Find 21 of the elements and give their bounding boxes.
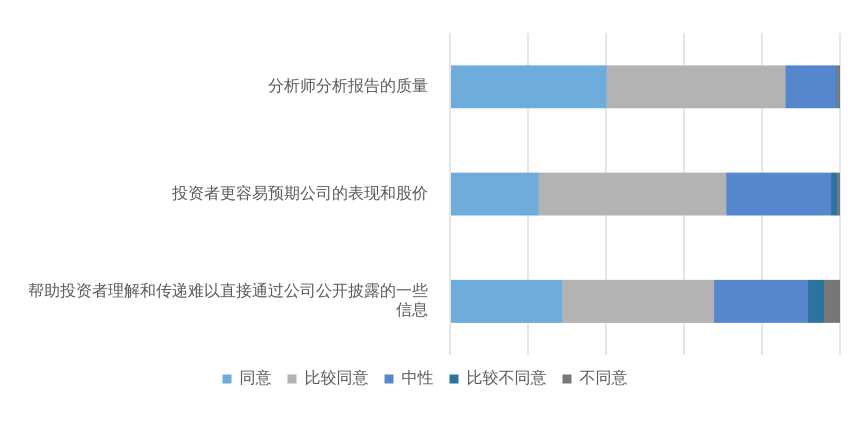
- y-tick-label: 投资者更容易预期公司的表现和股价: [171, 184, 428, 202]
- y-tick-label: 帮助投资者理解和传递难以直接通过公司公开披露的一些信息: [28, 282, 428, 320]
- bar: [562, 280, 714, 323]
- bar: [451, 280, 562, 323]
- bar: [714, 280, 808, 323]
- legend-label: 不同意: [580, 369, 628, 388]
- bar: [831, 172, 838, 216]
- bar: [726, 172, 832, 216]
- legend-label: 比较同意: [304, 369, 368, 388]
- legend-label: 同意: [240, 369, 272, 388]
- bar: [538, 172, 726, 216]
- legend-label: 比较不同意: [466, 369, 546, 388]
- y-tick-label: 分析师分析报告的质量: [268, 77, 428, 96]
- bar: [785, 65, 836, 108]
- bar: [606, 65, 786, 108]
- legend-label: 中性: [402, 369, 434, 388]
- bar: [837, 65, 840, 108]
- bar: [808, 280, 824, 323]
- bar: [824, 280, 840, 323]
- bar: [451, 172, 539, 216]
- bar: [451, 65, 607, 108]
